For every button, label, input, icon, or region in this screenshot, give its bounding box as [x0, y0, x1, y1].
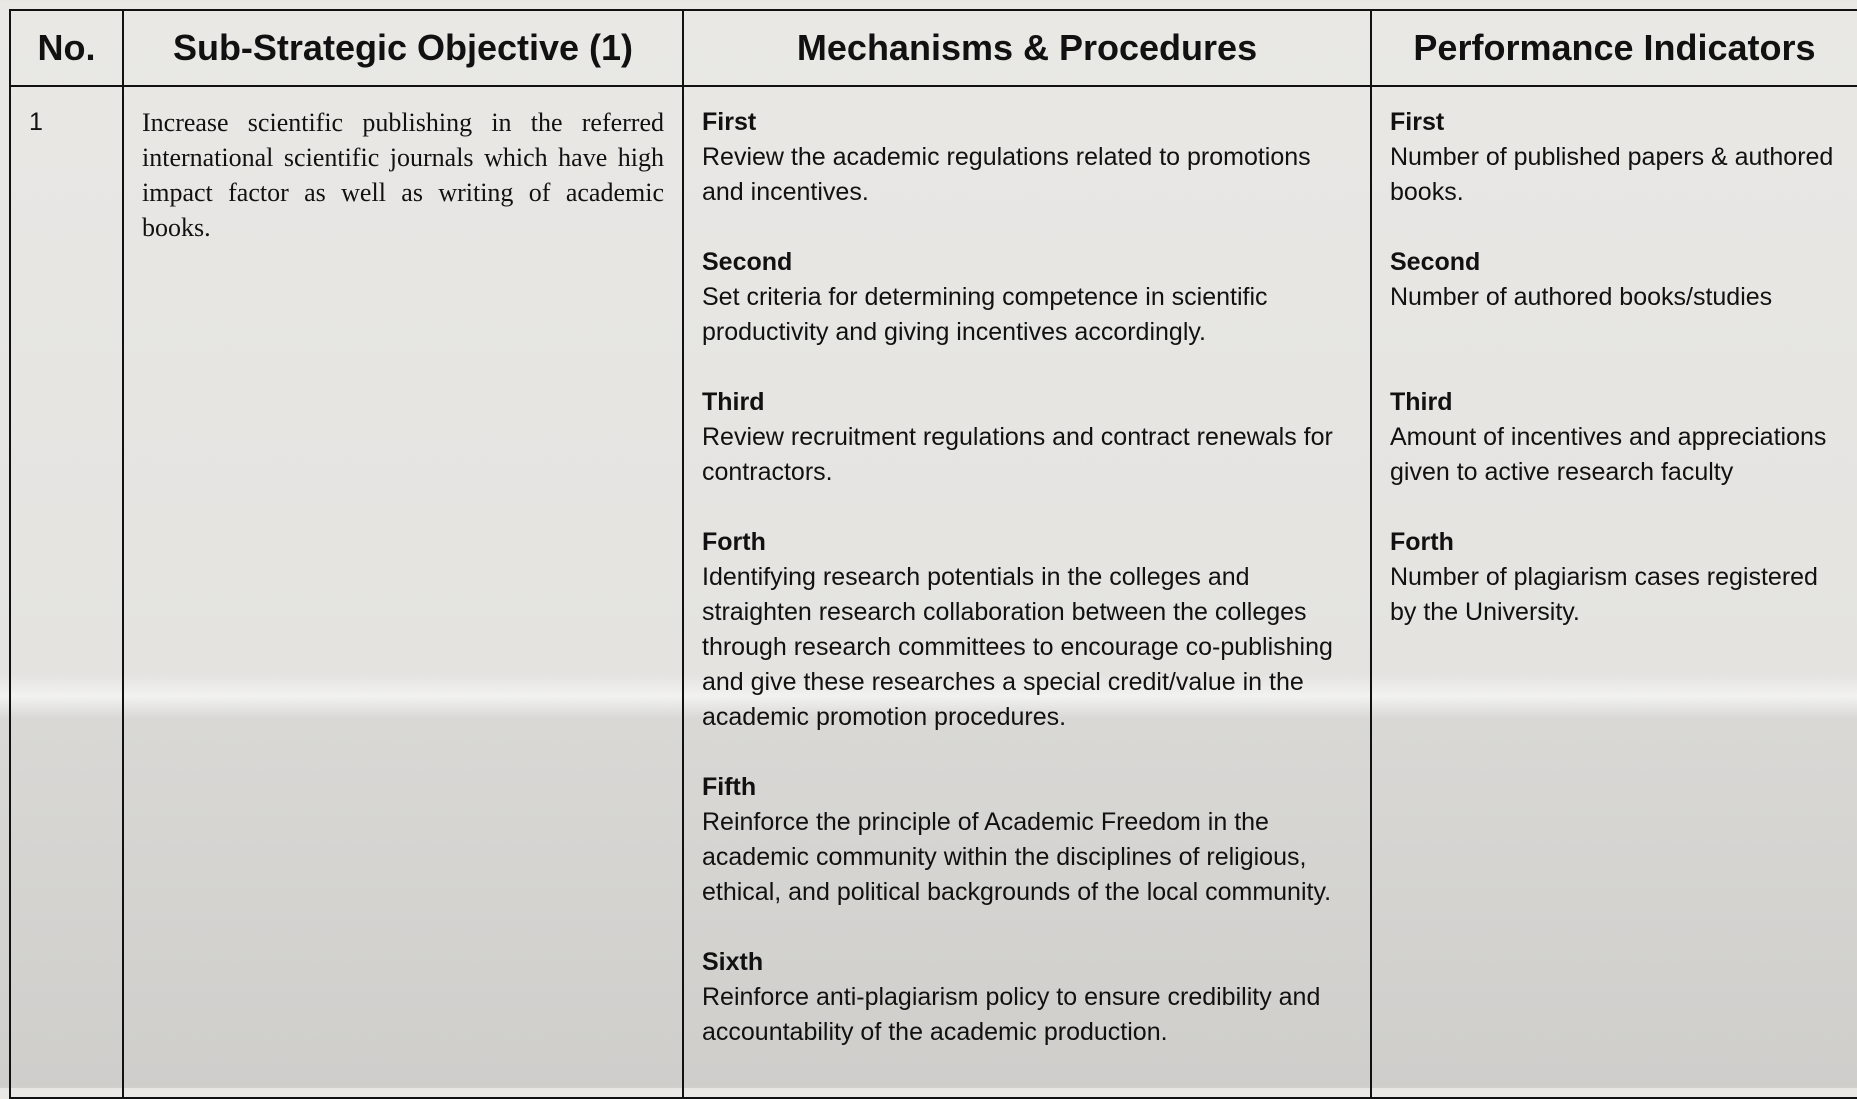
item-label: Forth: [1390, 528, 1454, 556]
item-label: Sixth: [702, 948, 764, 976]
item-label: Third: [1390, 388, 1453, 416]
item-text: Number of authored books/studies: [1390, 283, 1773, 311]
mechanisms-cell: First Review the academic regulations rel…: [682, 85, 1372, 1099]
header-cell: No.: [9, 9, 124, 87]
indicators-cell: First Number of published papers & author…: [1370, 85, 1857, 1099]
item-text: Amount of incentives and appreciations g…: [1390, 423, 1827, 486]
objectives-table: No. Sub-Strategic Objective (1) Mechanis…: [9, 9, 1857, 1099]
header-row: No. Sub-Strategic Objective (1) Mechanis…: [9, 9, 1857, 87]
item-label: First: [702, 108, 757, 136]
list-item: First Review the academic regulations rel…: [702, 105, 1352, 210]
header-cell: Performance Indicators: [1370, 9, 1857, 87]
slide: No. Sub-Strategic Objective (1) Mechanis…: [9, 9, 1857, 1099]
item-text: Reinforce the principle of Academic Free…: [702, 808, 1332, 906]
list-item: Second Set criteria for determining compe…: [702, 245, 1352, 350]
list-item: Forth Number of plagiarism cases register…: [1390, 525, 1839, 630]
item-label: Fifth: [702, 773, 757, 801]
item-text: Number of published papers & authored bo…: [1390, 143, 1834, 206]
header-cell: Mechanisms & Procedures: [682, 9, 1372, 87]
item-label: Second: [1390, 248, 1481, 276]
list-item: First Number of published papers & author…: [1390, 105, 1839, 210]
list-item: Forth Identifying research potentials in …: [702, 525, 1352, 735]
item-label: Third: [702, 388, 765, 416]
item-text: Review recruitment regulations and contr…: [702, 423, 1333, 486]
list-item: Second Number of authored books/studies: [1390, 245, 1839, 315]
item-label: Forth: [702, 528, 766, 556]
item-label: First: [1390, 108, 1445, 136]
list-item: Third Amount of incentives and appreciati…: [1390, 385, 1839, 490]
header-cell: Sub-Strategic Objective (1): [122, 9, 684, 87]
item-text: Reinforce anti-plagiarism policy to ensu…: [702, 983, 1321, 1046]
objective: Increase scientific publishing in the re…: [122, 85, 684, 1099]
list-item: Fifth Reinforce the principle of Academic…: [702, 770, 1352, 910]
item-text: Review the academic regulations related …: [702, 143, 1311, 206]
list-item: Third Review recruitment regulations and …: [702, 385, 1352, 490]
row-number: 1: [9, 85, 124, 1099]
item-text: Number of plagiarism cases registered by…: [1390, 563, 1818, 626]
item-text: Identifying research potentials in the c…: [702, 563, 1333, 731]
item-text: Set criteria for determining competence …: [702, 283, 1268, 346]
body-row: 1 Increase scientific publishing in the …: [9, 85, 1857, 1099]
item-label: Second: [702, 248, 793, 276]
list-item: Sixth Reinforce anti-plagiarism policy to…: [702, 945, 1352, 1050]
